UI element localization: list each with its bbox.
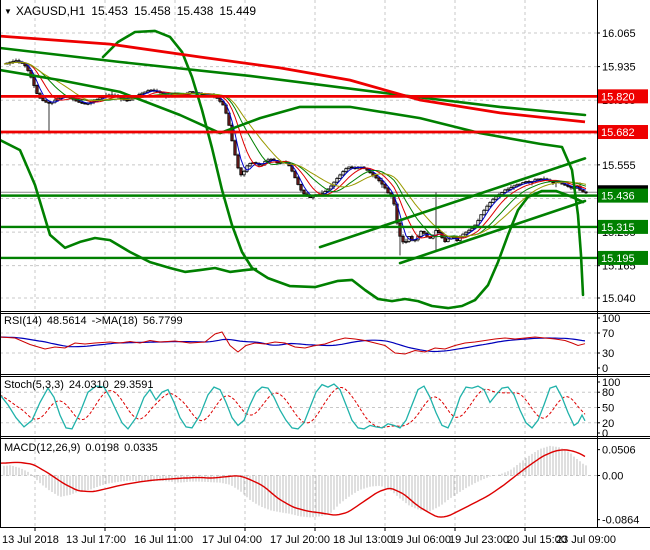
- green-band-outer: [101, 29, 585, 310]
- red-ma-curve: [0, 34, 586, 124]
- level-badge[interactable]: [598, 125, 648, 140]
- macd-signal-line: [0, 449, 586, 518]
- price-tick-label: 15.935: [602, 62, 636, 74]
- level-badge[interactable]: [598, 89, 648, 104]
- thin-moving-averages: [3, 61, 587, 241]
- stoch-tick-label: 50: [602, 403, 614, 415]
- price-tick-label: 15.555: [602, 160, 636, 172]
- stoch-tick-label: 80: [602, 387, 614, 399]
- level-badge-label: 15.436: [601, 191, 635, 203]
- green-band-upper: [0, 46, 587, 117]
- time-axis-label[interactable]: 19 Jul 23:00: [449, 534, 509, 546]
- level-badge-label: 15.195: [601, 253, 635, 265]
- time-axis-label[interactable]: 17 Jul 20:00: [270, 534, 330, 546]
- stoch-plot: [0, 383, 586, 430]
- stoch-tick-label: 100: [602, 377, 620, 389]
- stoch-main-line: [0, 383, 586, 430]
- price-tick-label: 16.065: [602, 28, 636, 40]
- time-axis-label[interactable]: 13 Jul 17:00: [66, 534, 126, 546]
- symbol-dropdown-icon[interactable]: ▼: [4, 7, 12, 16]
- stoch-tick-label: 20: [602, 418, 614, 430]
- time-axis-label[interactable]: 13 Jul 2018: [2, 534, 59, 546]
- level-badge-label: 15.682: [601, 127, 635, 139]
- time-axis-label[interactable]: 19 Jul 06:00: [391, 534, 451, 546]
- ascending-trendline-0[interactable]: [318, 157, 587, 249]
- rsi-plot: [0, 331, 586, 355]
- time-axis: 13 Jul 2018 13 Jul 17:00 16 Jul 11:00 17 Ju…: [2, 527, 616, 546]
- time-axis-label[interactable]: 17 Jul 04:00: [202, 534, 262, 546]
- time-axis-label[interactable]: 20 Jul 15:00: [507, 534, 567, 546]
- time-axis-label[interactable]: 18 Jul 13:00: [333, 534, 393, 546]
- panel-borders: [0, 0, 650, 528]
- rsi-tick-label: 100: [602, 313, 620, 325]
- time-axis-label[interactable]: 16 Jul 11:00: [134, 534, 193, 546]
- green-band-mid: [0, 68, 585, 297]
- green-indicator-curves: [0, 29, 587, 310]
- level-badge-label: 15.820: [601, 91, 635, 103]
- rsi-ma-line: [0, 336, 586, 353]
- ascending-trendline-1[interactable]: [398, 199, 587, 265]
- support-resistance-lines: [0, 94, 597, 260]
- macd-tick-label: -0.0864: [602, 515, 639, 527]
- stoch-tick-label: 0: [602, 428, 608, 440]
- level-badge[interactable]: [598, 219, 648, 234]
- level-badge[interactable]: [598, 188, 648, 203]
- macd-plot: [0, 445, 587, 518]
- rsi-line: [0, 331, 586, 355]
- rsi-tick-label: 70: [602, 328, 614, 340]
- green-band-lower: [0, 138, 258, 274]
- macd-tick-label: 0.0506: [602, 445, 636, 457]
- rsi-tick-label: 30: [602, 348, 614, 360]
- macd-histogram: [3, 445, 587, 518]
- price-panel: [0, 29, 597, 310]
- macd-tick-label: 0.00: [602, 471, 623, 483]
- stoch-signal-line: [0, 387, 586, 428]
- time-axis-label[interactable]: 23 Jul 09:00: [556, 534, 616, 546]
- rsi-tick-label: 0: [602, 363, 608, 375]
- level-badge-label: 15.315: [601, 222, 635, 234]
- price-tick-label: 15.040: [602, 293, 636, 305]
- level-badge[interactable]: [598, 250, 648, 265]
